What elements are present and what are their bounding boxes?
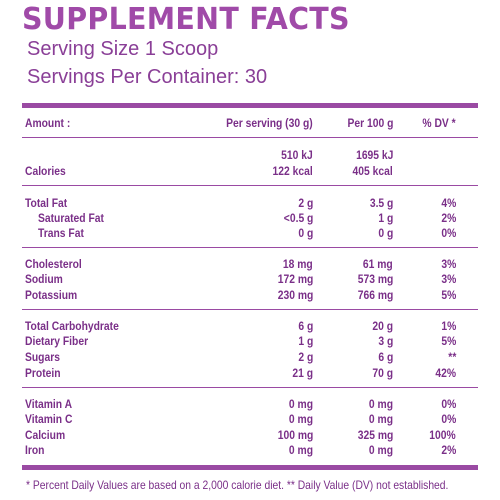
nutrient-dv: 1% [441,319,456,333]
nutrient-per-serving: 230 mg [277,288,313,302]
header-divider [22,137,478,138]
nutrient-dv: 5% [441,334,456,348]
nutrient-per-100g: 1 g [378,211,393,225]
nutrient-dv: 100% [429,428,456,442]
nutrient-label: Total Carbohydrate [25,319,119,333]
section-divider [22,247,478,248]
nutrient-per-serving: 1 g [298,334,313,348]
nutrient-label: Saturated Fat [38,211,104,225]
nutrient-per-serving: 0 mg [288,412,313,426]
calories-serving-kcal: 122 kcal [272,164,313,178]
nutrient-per-100g: 0 mg [368,397,393,411]
nutrient-per-100g: 61 mg [363,257,393,271]
nutrient-per-serving: 100 mg [277,428,313,442]
header-per-serving: Per serving (30 g) [226,116,313,130]
nutrient-per-serving: 18 mg [283,257,313,271]
nutrient-label: Protein [25,366,61,380]
calories-per100-kcal: 405 kcal [352,164,393,178]
nutrient-per-100g: 573 mg [357,272,393,286]
nutrient-label: Sodium [25,272,63,286]
nutrient-per-serving: <0.5 g [283,211,313,225]
nutrient-dv: 0% [441,226,456,240]
nutrient-dv: 42% [435,366,456,380]
nutrient-per-100g: 325 mg [357,428,393,442]
calories-label: Calories [25,164,66,178]
nutrient-dv: 3% [441,257,456,271]
nutrient-per-100g: 20 g [372,319,393,333]
nutrient-per-100g: 3.5 g [369,196,393,210]
calories-serving-kj: 510 kJ [281,148,313,162]
section-divider [22,387,478,388]
nutrient-per-serving: 6 g [298,319,313,333]
header-amount: Amount : [25,116,71,130]
nutrient-per-100g: 70 g [372,366,393,380]
nutrient-label: Calcium [25,428,66,442]
nutrient-per-100g: 0 g [378,226,393,240]
section-divider [22,185,478,186]
nutrient-per-serving: 2 g [298,196,313,210]
nutrient-per-serving: 2 g [298,350,313,364]
nutrient-label: Vitamin A [25,397,73,411]
nutrient-label: Sugars [25,350,60,364]
nutrient-per-100g: 0 mg [368,412,393,426]
nutrient-dv: 4% [441,196,456,210]
calories-per100-kj: 1695 kJ [355,148,393,162]
nutrient-label: Dietary Fiber [25,334,89,348]
nutrient-per-serving: 0 mg [288,443,313,457]
serving-size: Serving Size 1 Scoop [27,38,219,60]
nutrient-per-serving: 0 g [298,226,313,240]
servings-per-container: Servings Per Container: 30 [27,66,268,88]
header-dv: % DV * [422,116,456,130]
nutrient-dv: 0% [441,412,456,426]
nutrient-dv: 2% [441,443,456,457]
nutrient-dv: 0% [441,397,456,411]
nutrient-per-serving: 0 mg [288,397,313,411]
nutrient-label: Cholesterol [25,257,82,271]
nutrient-label: Total Fat [25,196,68,210]
nutrient-dv: 3% [441,272,456,286]
nutrient-dv: 2% [441,211,456,225]
nutrient-label: Iron [25,443,45,457]
nutrient-per-100g: 766 mg [357,288,393,302]
nutrient-per-serving: 21 g [292,366,313,380]
nutrient-label: Vitamin C [25,412,73,426]
supplement-facts-title: SUPPLEMENT FACTS [22,2,350,37]
bottom-thick-rule [22,465,478,470]
header-per-100g: Per 100 g [347,116,393,130]
nutrient-per-100g: 0 mg [368,443,393,457]
footnote: * Percent Daily Values are based on a 2,… [26,478,449,492]
top-thick-rule [22,103,478,108]
nutrient-dv: 5% [441,288,456,302]
nutrient-per-100g: 6 g [378,350,393,364]
nutrient-label: Trans Fat [38,226,84,240]
nutrient-per-serving: 172 mg [277,272,313,286]
nutrient-dv: ** [447,350,456,364]
section-divider [22,309,478,310]
nutrient-per-100g: 3 g [378,334,393,348]
nutrient-label: Potassium [25,288,78,302]
